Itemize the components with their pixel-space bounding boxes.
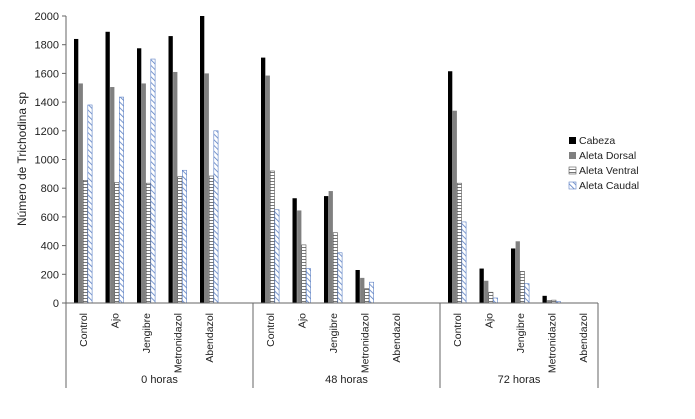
- y-tick-label: 400: [41, 241, 59, 253]
- y-tick-label: 600: [41, 212, 59, 224]
- legend-label: Cabeza: [579, 135, 615, 147]
- bar-aleta-ventral: [456, 182, 462, 304]
- x-tick-label: Ajo: [110, 313, 122, 328]
- y-tick-label: 1000: [35, 155, 59, 167]
- x-tick-label: Control: [78, 313, 90, 347]
- legend-swatch: [569, 152, 576, 159]
- bar-aleta-caudal: [150, 58, 156, 304]
- x-tick-label: Ajo: [297, 313, 309, 328]
- bar-aleta-dorsal: [204, 73, 209, 304]
- bar-aleta-dorsal: [265, 75, 270, 304]
- x-tick-label: Abendazol: [578, 313, 590, 363]
- bar-aleta-caudal: [524, 283, 530, 304]
- bar-aleta-ventral: [145, 182, 151, 304]
- bar-cabeza: [168, 36, 173, 304]
- bar-aleta-ventral: [519, 271, 525, 304]
- bar-aleta-ventral: [332, 232, 338, 304]
- bar-cabeza: [511, 248, 516, 303]
- y-tick-label: 1600: [35, 68, 59, 80]
- y-tick-label: 2000: [35, 11, 59, 23]
- bar-aleta-ventral: [269, 170, 275, 304]
- bar-aleta-ventral: [364, 288, 370, 304]
- bar-aleta-caudal: [87, 104, 93, 304]
- y-axis-title: Número de Trichodina sp: [15, 92, 29, 226]
- bar-aleta-ventral: [114, 182, 120, 304]
- bar-aleta-dorsal: [328, 191, 333, 303]
- bar-aleta-dorsal: [141, 83, 146, 303]
- bar-aleta-ventral: [301, 244, 307, 304]
- y-tick-label: 200: [41, 269, 59, 281]
- bar-cabeza: [448, 71, 453, 303]
- x-tick-label: Jengibre: [141, 313, 153, 353]
- bar-cabeza: [200, 16, 205, 303]
- x-tick-label: Abendazol: [204, 313, 216, 363]
- x-tick-label: Control: [265, 313, 277, 347]
- bar-aleta-dorsal: [452, 110, 457, 304]
- legend-swatch: [568, 166, 577, 175]
- bars: [74, 16, 561, 304]
- y-axis: 0 200 400 600 800 1000 1200 1400 1600 1800 2000: [35, 11, 67, 310]
- bar-aleta-dorsal: [110, 87, 115, 303]
- bar-cabeza: [137, 48, 142, 303]
- y-tick-label: 800: [41, 183, 59, 195]
- x-tick-label: Control: [452, 313, 464, 347]
- bar-cabeza: [479, 268, 484, 303]
- y-tick-label: 1400: [35, 97, 59, 109]
- bar-aleta-caudal: [119, 96, 124, 304]
- bar-cabeza: [292, 198, 297, 303]
- bar-aleta-dorsal: [484, 280, 489, 303]
- x-tick-label: Jengibre: [515, 313, 527, 353]
- x-tick-label: Ajo: [484, 313, 496, 328]
- bar-cabeza: [355, 269, 360, 303]
- y-tick-label: 1200: [35, 126, 59, 138]
- bar-cabeza: [261, 57, 266, 303]
- bar-aleta-caudal: [368, 281, 374, 304]
- group-label: 0 horas: [141, 374, 178, 386]
- x-tick-label: Metronidazol: [547, 313, 559, 373]
- legend-swatch: [569, 137, 576, 144]
- bar-cabeza: [105, 31, 110, 303]
- legend-label: Aleta Ventral: [579, 165, 639, 177]
- bar-aleta-caudal: [492, 297, 498, 304]
- y-tick-label: 0: [53, 298, 59, 310]
- bar-aleta-caudal: [337, 252, 343, 304]
- legend-swatch: [568, 181, 577, 190]
- bar-aleta-caudal: [274, 209, 280, 304]
- group-label: 48 horas: [325, 374, 368, 386]
- bar-aleta-caudal: [182, 169, 187, 304]
- legend-label: Aleta Dorsal: [579, 150, 636, 162]
- x-tick-label: Jengibre: [328, 313, 340, 353]
- bar-cabeza: [324, 196, 329, 303]
- bar-cabeza: [74, 38, 79, 304]
- bar-aleta-ventral: [488, 291, 494, 304]
- bar-aleta-dorsal: [297, 210, 302, 303]
- y-tick-label: 1800: [35, 40, 59, 52]
- bar-aleta-ventral: [208, 175, 214, 304]
- bar-cabeza: [542, 295, 547, 303]
- bar-aleta-dorsal: [547, 300, 552, 303]
- x-tick-label: Metronidazol: [360, 313, 372, 373]
- bar-aleta-dorsal: [360, 277, 365, 303]
- bar-aleta-ventral: [82, 180, 88, 304]
- bar-aleta-dorsal: [78, 83, 83, 303]
- group-label: 72 horas: [498, 374, 541, 386]
- legend: Cabeza Aleta Dorsal Aleta Ventral Aleta Cau…: [568, 135, 639, 192]
- bar-aleta-dorsal: [173, 71, 178, 303]
- bar-aleta-caudal: [305, 268, 311, 304]
- legend-label: Aleta Caudal: [579, 180, 639, 192]
- bar-aleta-dorsal: [515, 241, 520, 303]
- x-tick-label: Abendazol: [391, 313, 403, 363]
- bar-aleta-caudal: [461, 221, 467, 304]
- bar-aleta-caudal: [213, 130, 219, 304]
- x-tick-label: Metronidazol: [173, 313, 185, 373]
- x-axis: Control Ajo Jengibre Metronidazol Abendazol 0…: [65, 302, 599, 388]
- bar-aleta-ventral: [177, 176, 183, 304]
